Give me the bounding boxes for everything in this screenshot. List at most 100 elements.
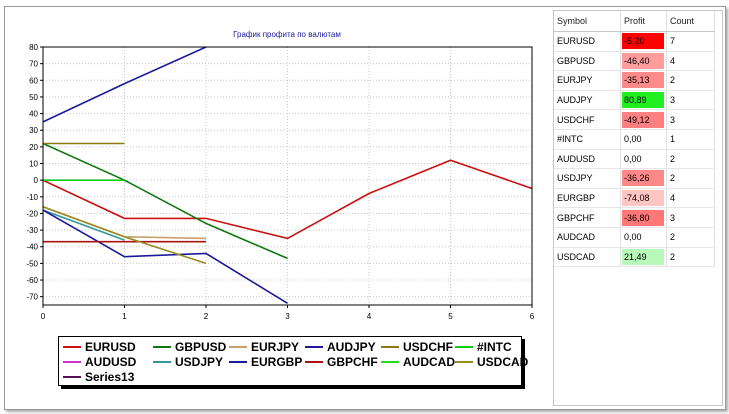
legend-swatch [63,345,81,348]
column-header-count[interactable]: Count [666,11,715,32]
cell-count[interactable]: 4 [666,188,715,209]
cell-symbol[interactable]: AUDUSD [554,149,621,170]
cell-count[interactable]: 3 [666,207,715,228]
table-row[interactable]: EURUSD -5,20 7 [554,31,715,52]
cell-symbol[interactable]: AUDJPY [554,90,621,111]
cell-count[interactable]: 7 [666,31,715,52]
cell-symbol[interactable]: USDCAD [554,247,621,268]
legend-swatch [63,360,81,363]
cell-count[interactable]: 2 [666,70,715,91]
series-line-audjpy [43,47,207,123]
cell-symbol[interactable]: EURUSD [554,31,621,52]
cell-count[interactable]: 2 [666,227,715,248]
legend-swatch [305,345,323,348]
x-tick-label: 2 [204,312,209,321]
symbol-profit-grid[interactable]: Symbol Profit Count EURUSD -5,20 7 GBPUSD -4… [553,10,723,406]
profit-value: 80,89 [622,92,664,109]
x-tick-label: 1 [122,312,127,321]
legend-swatch [153,360,171,363]
y-tick-label: -60 [26,276,38,285]
y-tick-label: 20 [29,143,38,152]
table-row[interactable]: USDJPY -36,26 2 [554,168,715,189]
cell-profit[interactable]: 0,00 [620,129,667,150]
table-row[interactable]: AUDUSD 0,00 2 [554,149,715,170]
table-row[interactable]: USDCAD 21,49 2 [554,247,715,268]
cell-profit[interactable]: -49,12 [620,109,667,130]
table-row[interactable]: GBPUSD -46,40 4 [554,51,715,72]
legend-item-eurusd: EURUSD [63,340,136,355]
cell-profit[interactable]: -5,20 [620,31,667,52]
cell-profit[interactable]: -36,26 [620,168,667,189]
cell-profit[interactable]: -35,13 [620,70,667,91]
profit-value: -36,80 [622,209,664,226]
legend-item-audjpy: AUDJPY [305,340,376,355]
legend-item-eurgbp: EURGBP [229,355,302,370]
legend-swatch [63,375,81,378]
cell-symbol[interactable]: USDCHF [554,109,621,130]
cell-count[interactable]: 2 [666,247,715,268]
legend-item-usdchf: USDCHF [381,340,453,355]
cell-symbol[interactable]: EURGBP [554,188,621,209]
y-tick-label: -50 [26,259,38,268]
cell-count[interactable]: 2 [666,149,715,170]
cell-count[interactable]: 3 [666,109,715,130]
cell-symbol[interactable]: EURJPY [554,70,621,91]
legend-label: AUDJPY [327,340,376,354]
cell-profit[interactable]: -74,08 [620,188,667,209]
column-header-profit[interactable]: Profit [620,11,667,32]
profit-value: 0,00 [624,232,642,243]
cell-count[interactable]: 4 [666,51,715,72]
table-row[interactable]: GBPCHF -36,80 3 [554,207,715,228]
table-row[interactable]: AUDJPY 80,89 3 [554,90,715,111]
cell-profit[interactable]: 0,00 [620,149,667,170]
cell-count[interactable]: 3 [666,90,715,111]
legend-swatch [455,360,473,363]
cell-symbol[interactable]: #INTC [554,129,621,150]
cell-symbol[interactable]: AUDCAD [554,227,621,248]
legend-label: EURGBP [251,355,303,369]
cell-profit[interactable]: 80,89 [620,90,667,111]
chart-title: График профита по валютам [233,30,341,39]
cell-count[interactable]: 2 [666,168,715,189]
legend-item-usdcad: USDCAD [455,355,528,370]
legend-label: EURUSD [85,340,136,354]
legend-item-audcad: AUDCAD [381,355,455,370]
y-tick-label: -20 [26,209,38,218]
table-row[interactable]: EURGBP -74,08 4 [554,188,715,209]
y-tick-label: -10 [26,193,38,202]
legend-swatch [153,345,171,348]
x-tick-label: 6 [530,312,535,321]
cell-symbol[interactable]: GBPCHF [554,207,621,228]
cell-count[interactable]: 1 [666,129,715,150]
y-tick-label: 70 [29,60,38,69]
profit-value: 0,00 [624,153,642,164]
profit-value: -46,40 [622,52,664,69]
legend-label: AUDUSD [85,355,137,369]
profit-table: Symbol Profit Count EURUSD -5,20 7 GBPUSD -4… [554,11,715,268]
legend-label: USDJPY [175,355,224,369]
legend-item-eurjpy: EURJPY [229,340,299,355]
cell-symbol[interactable]: USDJPY [554,168,621,189]
legend-label: USDCHF [403,340,453,354]
profit-value: 0,00 [624,134,642,145]
cell-profit[interactable]: 21,49 [620,247,667,268]
cell-profit[interactable]: -36,80 [620,207,667,228]
table-row[interactable]: #INTC 0,00 1 [554,129,715,150]
cell-symbol[interactable]: GBPUSD [554,51,621,72]
y-tick-label: 40 [29,110,38,119]
series-line-eurgbp [43,209,288,304]
legend-item-series13: Series13 [63,370,134,385]
chart-series [43,47,532,304]
legend-item-gbpusd: GBPUSD [153,340,226,355]
legend-label: EURJPY [251,340,300,354]
table-row[interactable]: EURJPY -35,13 2 [554,70,715,91]
cell-profit[interactable]: -46,40 [620,51,667,72]
x-tick-label: 3 [285,312,290,321]
cell-profit[interactable]: 0,00 [620,227,667,248]
table-row[interactable]: AUDCAD 0,00 2 [554,227,715,248]
x-tick-label: 5 [448,312,453,321]
column-header-symbol[interactable]: Symbol [554,11,621,32]
table-row[interactable]: USDCHF -49,12 3 [554,109,715,130]
y-tick-label: 60 [29,76,38,85]
y-tick-label: -40 [26,243,38,252]
